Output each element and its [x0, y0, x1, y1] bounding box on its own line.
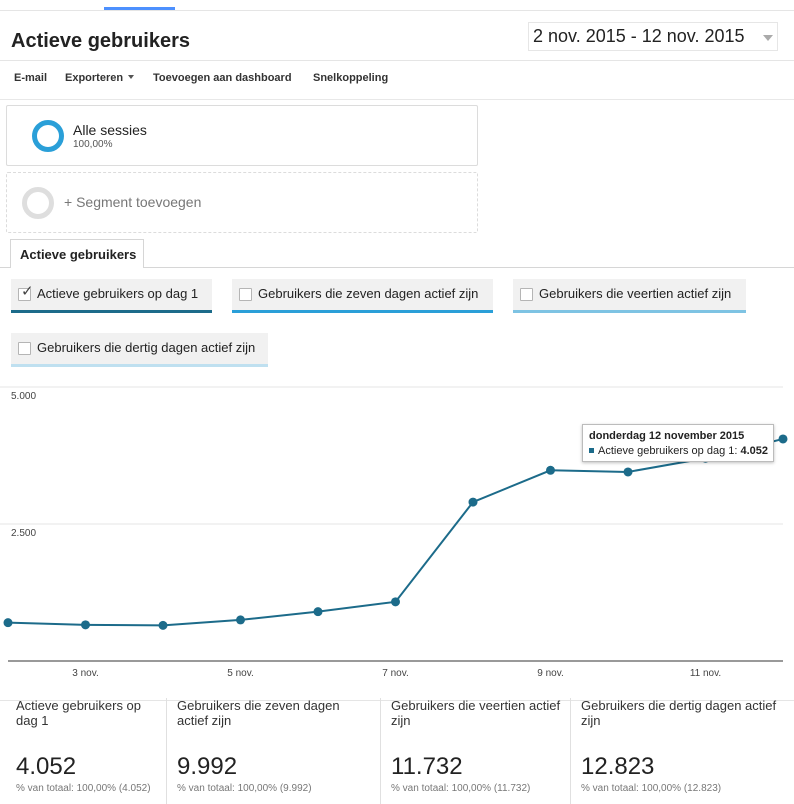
x-tick-label: 7 nov.	[382, 668, 409, 679]
y-tick-label: 5.000	[11, 391, 36, 402]
metric-color-bar	[513, 310, 746, 313]
summary-value: 4.052	[16, 753, 77, 780]
metric-color-bar	[11, 364, 268, 367]
summary-value: 9.992	[177, 753, 238, 780]
segment-donut-icon	[32, 120, 64, 152]
summary-label: Gebruikers die dertig dagen actief zijn	[581, 698, 777, 728]
metric-chip-7day[interactable]: Gebruikers die zeven dagen actief zijn	[232, 279, 493, 313]
line-chart: 5.000 2.500 3 nov. 5 nov. 7 nov. 9 nov. 11 nov…	[0, 386, 788, 679]
data-point[interactable]	[158, 620, 168, 630]
add-segment-button[interactable]: + Segment toevoegen	[6, 172, 478, 233]
summary-14day: Gebruikers die veertien actief zijn 11.7…	[380, 698, 570, 804]
summary-total: % van totaal: 100,00% (9.992)	[177, 783, 312, 794]
export-label: Exporteren	[65, 72, 124, 84]
date-range-text: 2 nov. 2015 - 12 nov. 2015	[533, 26, 745, 46]
summary-value: 11.732	[391, 753, 463, 780]
x-tick-label: 5 nov.	[227, 668, 254, 679]
summary-divider	[0, 700, 794, 701]
shortcut-button[interactable]: Snelkoppeling	[313, 72, 389, 84]
segment-percent: 100,00%	[73, 139, 113, 150]
data-point[interactable]	[3, 618, 13, 628]
metric-chip-14day[interactable]: Gebruikers die veertien actief zijn	[513, 279, 746, 313]
summary-value: 12.823	[581, 753, 655, 780]
segment-all-sessions[interactable]: Alle sessies 100,00%	[6, 105, 478, 166]
metric-chip-label: Actieve gebruikers op dag 1	[37, 286, 199, 301]
tooltip-row: Actieve gebruikers op dag 1: 4.052	[589, 445, 768, 457]
chart-tooltip: donderdag 12 november 2015 Actieve gebru…	[582, 424, 774, 462]
summary-label: Gebruikers die veertien actief zijn	[391, 698, 561, 728]
data-point[interactable]	[313, 607, 323, 617]
metric-chip-day1[interactable]: ✓ Actieve gebruikers op dag 1	[11, 279, 212, 313]
tooltip-series-label: Actieve gebruikers op dag 1:	[598, 445, 738, 457]
summary-day1: Actieve gebruikers op dag 1 4.052 % van …	[16, 698, 156, 804]
data-point[interactable]	[546, 465, 555, 475]
summary-30day: Gebruikers die dertig dagen actief zijn …	[570, 698, 790, 804]
tooltip-date: donderdag 12 november 2015	[589, 430, 745, 442]
top-divider	[0, 10, 794, 11]
summary-total: % van totaal: 100,00% (4.052)	[16, 783, 151, 794]
chevron-down-icon	[763, 35, 773, 41]
empty-donut-icon	[22, 187, 54, 219]
metric-color-bar	[232, 310, 493, 313]
y-tick-label: 2.500	[11, 528, 36, 539]
checkbox[interactable]	[18, 342, 31, 355]
active-tab-indicator	[104, 7, 175, 11]
checkbox[interactable]: ✓	[18, 284, 34, 301]
email-button[interactable]: E-mail	[14, 72, 48, 84]
data-point[interactable]	[391, 597, 400, 607]
summary-7day: Gebruikers die zeven dagen actief zijn 9…	[166, 698, 380, 804]
x-tick-label: 11 nov.	[690, 668, 721, 679]
summary-total: % van totaal: 100,00% (12.823)	[581, 783, 722, 794]
metric-chip-label: Gebruikers die dertig dagen actief zijn	[37, 340, 256, 355]
summary-total: % van totaal: 100,00% (11.732)	[391, 783, 531, 794]
data-point[interactable]	[468, 497, 478, 507]
page-title: Actieve gebruikers	[11, 30, 190, 52]
data-point[interactable]	[778, 434, 788, 444]
series-swatch	[589, 448, 594, 453]
data-point[interactable]	[81, 620, 90, 630]
data-point[interactable]	[623, 467, 633, 477]
summary-label: Actieve gebruikers op dag 1	[16, 698, 142, 728]
date-range-picker[interactable]: 2 nov. 2015 - 12 nov. 2015	[528, 22, 778, 51]
tab-divider	[0, 267, 794, 268]
checkmark-icon: ✓	[21, 283, 34, 300]
checkbox[interactable]	[239, 288, 252, 301]
checkbox[interactable]	[520, 288, 533, 301]
summary-label: Gebruikers die zeven dagen actief zijn	[177, 698, 340, 728]
add-to-dashboard-button[interactable]: Toevoegen aan dashboard	[153, 72, 292, 84]
tab-active-users[interactable]: Actieve gebruikers	[10, 239, 144, 268]
caret-down-icon	[128, 75, 135, 79]
x-tick-label: 3 nov.	[72, 668, 99, 679]
toolbar-bottom-divider	[0, 99, 794, 100]
metric-chip-label: Gebruikers die veertien actief zijn	[539, 286, 732, 301]
metric-color-bar	[11, 310, 212, 313]
metric-chip-30day[interactable]: Gebruikers die dertig dagen actief zijn	[11, 333, 268, 367]
segment-name: Alle sessies	[73, 122, 147, 138]
add-segment-label: + Segment toevoegen	[64, 194, 202, 210]
export-button[interactable]: Exporteren	[65, 72, 135, 84]
x-tick-label: 9 nov.	[537, 668, 564, 679]
toolbar-divider	[0, 60, 794, 61]
data-point[interactable]	[236, 615, 245, 625]
metric-chip-label: Gebruikers die zeven dagen actief zijn	[258, 286, 479, 301]
tooltip-value: 4.052	[740, 445, 769, 457]
